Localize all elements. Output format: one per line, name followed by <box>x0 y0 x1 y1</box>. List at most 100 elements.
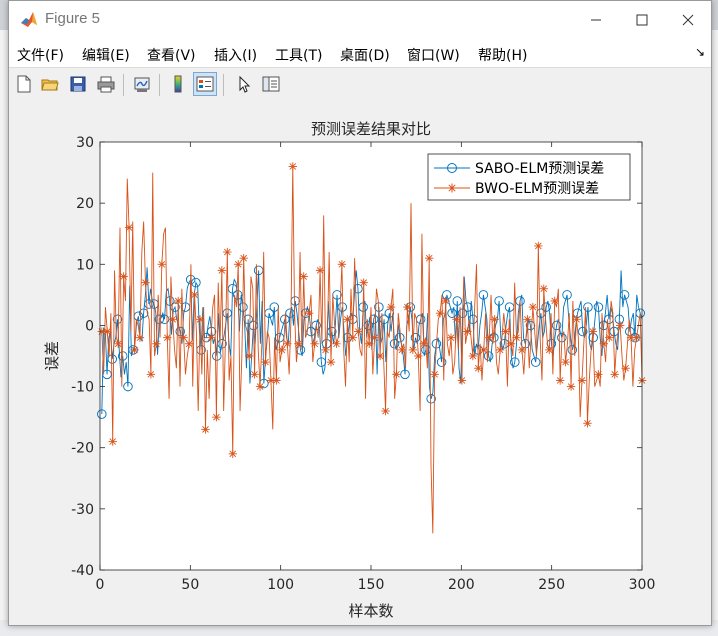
data-point <box>555 376 565 385</box>
data-point <box>266 376 276 385</box>
data-point <box>232 290 243 300</box>
data-point <box>562 290 572 300</box>
y-axis-label: 误差 <box>43 341 61 371</box>
data-point <box>103 327 112 336</box>
data-point <box>457 376 467 385</box>
maximize-button[interactable] <box>619 1 665 39</box>
data-point <box>175 326 185 337</box>
data-point <box>530 357 541 367</box>
y-tick-label: -30 <box>71 502 94 518</box>
error-comparison-chart[interactable]: 0 50 100 150 200 250 300 -40 -30 -20 -10 0 10 20 30 预测… <box>9 102 711 625</box>
data-point <box>566 382 576 391</box>
data-point <box>179 333 188 342</box>
title-bar[interactable]: Figure 5 <box>9 1 711 39</box>
data-point <box>593 302 604 312</box>
data-point <box>583 302 593 312</box>
data-point <box>123 381 133 392</box>
menu-insert[interactable]: 插入(I) <box>214 48 258 64</box>
minimize-button[interactable] <box>573 1 619 39</box>
property-inspector-icon <box>262 76 280 92</box>
data-point <box>234 260 243 269</box>
figure-canvas: 0 50 100 150 200 250 300 -40 -30 -20 -10 0 10 20 30 预测… <box>9 102 711 625</box>
data-point <box>452 296 463 306</box>
data-point <box>316 357 327 367</box>
link-plot-button[interactable] <box>130 72 154 96</box>
data-point <box>435 309 445 318</box>
data-point <box>277 345 287 355</box>
data-point <box>315 266 325 275</box>
pointer-button[interactable] <box>232 72 256 96</box>
data-point <box>217 266 227 275</box>
data-point <box>112 314 123 325</box>
menu-help[interactable]: 帮助(H) <box>478 48 528 64</box>
data-point <box>615 321 625 330</box>
data-point <box>605 333 614 342</box>
data-point <box>332 339 341 348</box>
print-button[interactable] <box>94 72 118 96</box>
open-file-button[interactable] <box>38 72 62 96</box>
property-inspector-button[interactable] <box>259 72 283 96</box>
menu-view[interactable]: 查看(V) <box>147 48 196 64</box>
menu-file[interactable]: 文件(F) <box>17 48 64 64</box>
menu-edit[interactable]: 编辑(E) <box>82 48 130 64</box>
menu-bar: 文件(F) 编辑(E) 查看(V) 插入(I) 工具(T) 桌面(D) 窗口(W… <box>9 39 711 67</box>
data-point <box>243 314 253 325</box>
menu-desktop[interactable]: 桌面(D) <box>340 48 390 64</box>
data-point <box>348 333 358 342</box>
data-point <box>201 425 210 434</box>
data-point <box>577 376 587 385</box>
colorbar-button[interactable] <box>166 72 190 96</box>
data-point <box>494 296 504 306</box>
data-point <box>474 364 483 373</box>
data-point <box>368 314 379 325</box>
data-point <box>430 370 439 379</box>
data-point <box>408 345 418 355</box>
x-axis-label: 样本数 <box>348 602 393 620</box>
data-point <box>354 327 363 336</box>
data-point <box>157 260 167 269</box>
data-point <box>400 369 410 380</box>
data-point <box>272 376 281 385</box>
y-tick-label: 20 <box>76 196 94 212</box>
data-point <box>306 326 316 337</box>
new-figure-button[interactable] <box>12 72 36 96</box>
menu-window[interactable]: 窗口(W) <box>407 48 460 64</box>
data-point <box>364 339 374 348</box>
data-point <box>223 247 232 257</box>
data-point <box>468 351 478 361</box>
data-point <box>583 419 592 428</box>
minimize-icon <box>591 19 601 21</box>
data-point <box>551 320 562 331</box>
data-point <box>321 345 330 355</box>
data-point <box>419 339 428 348</box>
menu-tools[interactable]: 工具(T) <box>275 48 323 64</box>
legend-button[interactable] <box>193 72 217 96</box>
data-point <box>436 357 447 367</box>
data-point <box>124 223 134 232</box>
data-point <box>485 333 494 342</box>
data-point <box>510 357 520 367</box>
data-point <box>506 339 516 348</box>
y-tick-label: 30 <box>76 135 94 151</box>
data-point <box>534 241 543 251</box>
legend[interactable]: SABO-ELM预测误差 BWO-ELM预测误差 <box>427 153 631 201</box>
toolbar-separator <box>123 74 124 96</box>
data-point <box>614 314 625 325</box>
save-button[interactable] <box>66 72 90 96</box>
data-point <box>173 296 183 306</box>
data-point <box>512 333 521 342</box>
data-point <box>130 345 139 355</box>
x-tick-label: 300 <box>629 577 656 593</box>
data-point <box>463 327 472 336</box>
data-point <box>119 272 128 281</box>
print-icon <box>97 76 115 93</box>
data-point <box>621 364 630 373</box>
dock-arrow-icon[interactable]: ↘ <box>694 45 705 59</box>
data-point <box>490 315 499 324</box>
data-point <box>389 339 400 349</box>
figure-window: Figure 5 文件(F) 编辑(E) 查看(V) 插入(I) 工具(T) 桌… <box>8 0 712 626</box>
close-button[interactable] <box>665 1 711 39</box>
data-point <box>375 351 385 361</box>
legend-box <box>427 153 631 201</box>
new-figure-icon <box>17 75 31 93</box>
